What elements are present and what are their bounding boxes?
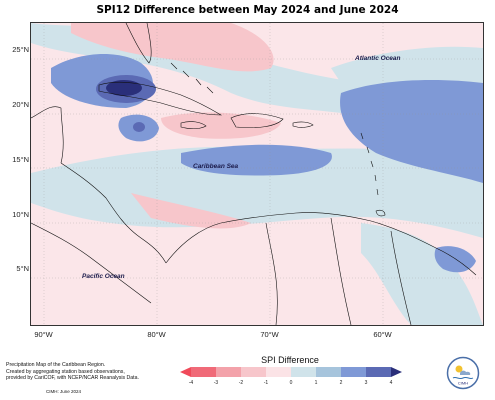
light-blue-region-south [361, 223, 483, 325]
footnote-line-2: Created by aggregating station based obs… [6, 368, 125, 375]
colorbar-tick-label: -2 [238, 380, 244, 386]
dark-blue-core-inner [106, 80, 142, 96]
light-blue-region-mid [31, 146, 483, 238]
bahamas-islands [170, 62, 214, 94]
latitude-label: 20°N [12, 100, 29, 110]
yucatan-coast [31, 106, 64, 164]
south-america-borders [265, 217, 412, 325]
colorbar-tick-label: 1 [314, 380, 318, 386]
longitude-label: 80°W [147, 330, 166, 339]
pink-region-north [71, 23, 274, 72]
colorbar-segment [266, 367, 291, 377]
colorbar-tick-label: -1 [263, 380, 269, 386]
latitude-label: 10°N [12, 209, 29, 219]
map-credit: CIMH: June 2024 [46, 389, 82, 394]
map-frame [30, 22, 484, 326]
central-america-pacific [31, 222, 152, 304]
footnote-line-1: Precipitation Map of the Caribbean Regio… [6, 362, 106, 368]
lesser-antilles [360, 132, 379, 196]
florida-coast [125, 23, 152, 64]
colorbar-segment [241, 367, 266, 377]
latitude-label: 25°N [12, 45, 29, 55]
colorbar-tick-label: 0 [289, 380, 293, 386]
jamaica-coast [180, 121, 207, 130]
colorbar-segment [316, 367, 341, 377]
pink-region-central [131, 193, 251, 229]
logo-text: CIMH [458, 381, 468, 386]
colorbar-tick-label: -3 [213, 380, 219, 386]
blue-region-caribbean-sea [181, 144, 332, 176]
latitude-label: 15°N [12, 154, 29, 164]
graticule [31, 23, 483, 325]
colorbar-tick-label: 3 [364, 380, 368, 386]
colorbar-tick-label: 2 [339, 380, 343, 386]
colorbar-segment [291, 367, 316, 377]
colorbar-segment [366, 367, 391, 377]
map-title: SPI12 Difference between May 2024 and Ju… [96, 4, 399, 16]
blue-region-atlantic [340, 80, 483, 183]
puerto-rico-coast [292, 121, 314, 128]
trinidad-coast [375, 209, 386, 217]
footnote-line-3: provided by CariCOF, with NCEP/NCAR Rean… [6, 375, 139, 382]
logo-wave-icon [452, 376, 474, 380]
colorbar-under-arrow [180, 367, 191, 377]
coastlines [31, 23, 477, 325]
pink-region-cuba-south [161, 112, 281, 139]
latitude-label: 5°N [16, 264, 29, 274]
longitude-label: 90°W [34, 330, 53, 339]
colorbar-over-arrow [391, 367, 402, 377]
caribbean-sea-label: Caribbean Sea [193, 163, 239, 170]
spi-difference-map [31, 23, 483, 325]
colorbar-segment [216, 367, 241, 377]
logo-sun-icon [455, 365, 463, 373]
colorbar-tick-label: 4 [389, 380, 393, 386]
cimh-logo: CIMH [446, 356, 480, 390]
atlantic-ocean-label: Atlantic Ocean [355, 55, 401, 62]
cuba-coast [98, 81, 223, 116]
colorbar-title: SPI Difference [261, 355, 319, 365]
central-america-coast [60, 162, 167, 264]
colorbar-segment [191, 367, 216, 377]
colorbar [180, 367, 402, 377]
colorbar-segment [341, 367, 366, 377]
map-footnote: Precipitation Map of the Caribbean Regio… [6, 362, 176, 382]
hispaniola-coast [230, 113, 284, 129]
south-america-coast [165, 212, 477, 276]
dark-blue-core-cayman [133, 122, 145, 132]
pacific-ocean-label: Pacific Ocean [82, 273, 125, 280]
longitude-label: 70°W [260, 330, 279, 339]
colorbar-tick-label: -4 [188, 380, 194, 386]
logo-cloud-icon [460, 370, 471, 375]
longitude-label: 60°W [373, 330, 392, 339]
